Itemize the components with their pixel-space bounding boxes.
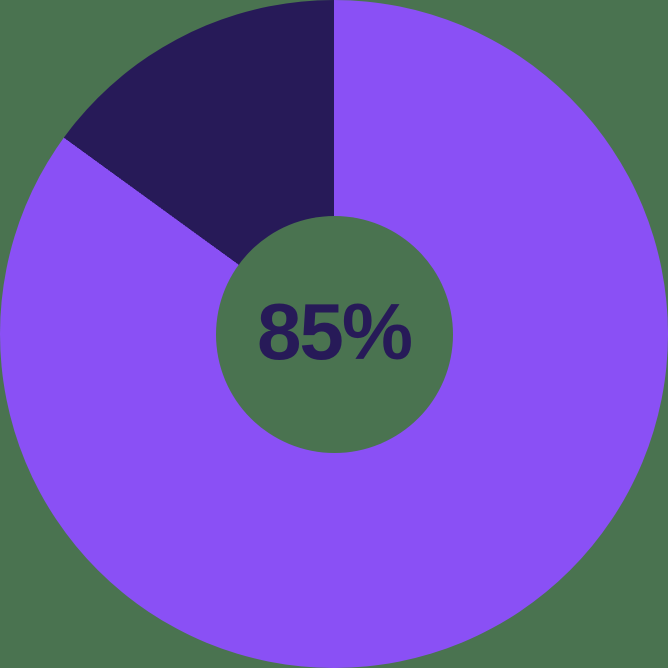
donut-hole: 85% [215,215,453,453]
donut-center-label: 85% [256,287,413,376]
